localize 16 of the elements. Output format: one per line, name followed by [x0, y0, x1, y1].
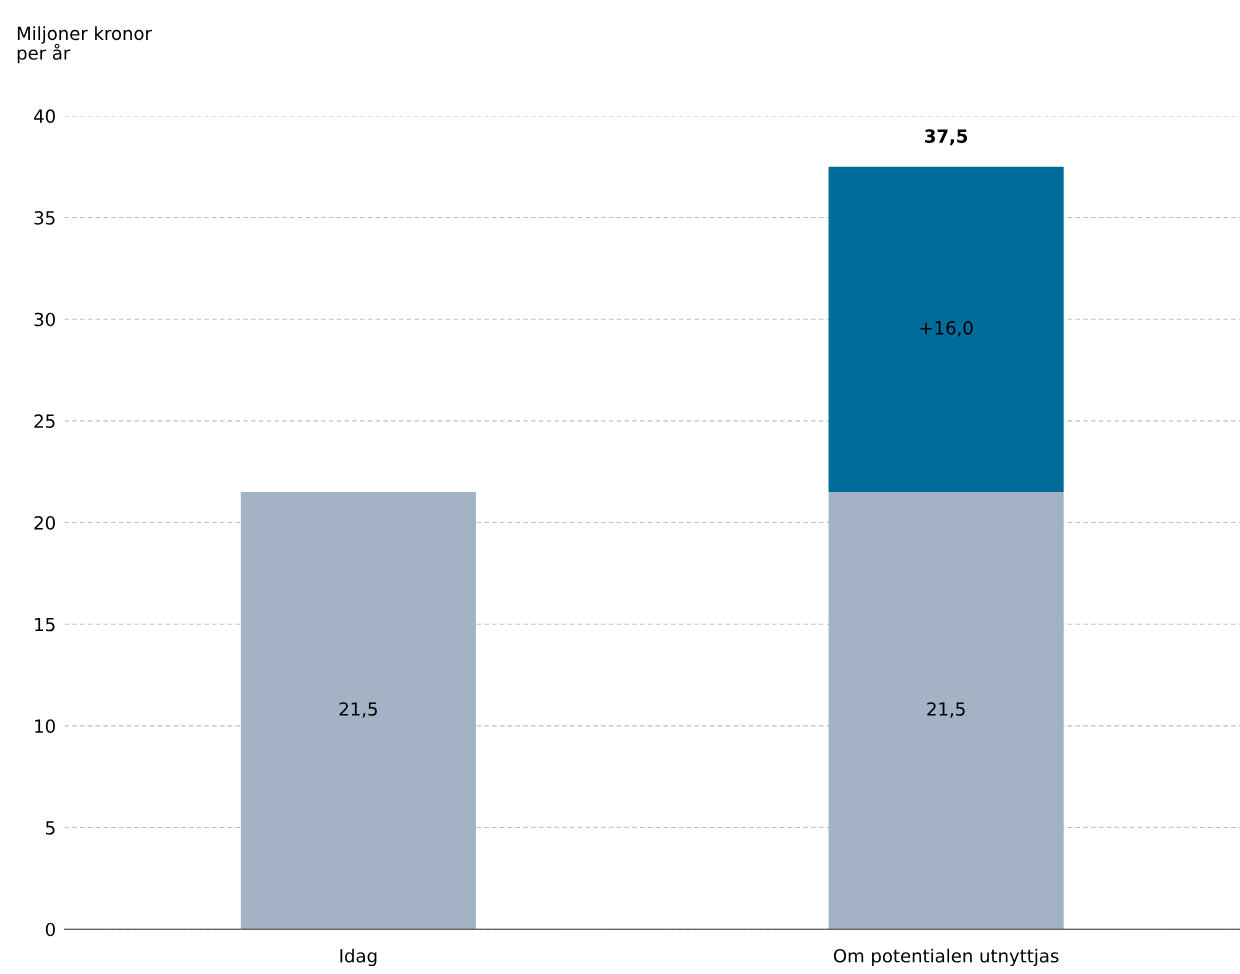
total-label: 37,5 [925, 129, 968, 146]
y-tick-label: 35 [34, 211, 55, 225]
y-tick-label: 30 [34, 312, 55, 327]
y-tick-label: 20 [34, 516, 55, 530]
y-tick-label: 15 [35, 617, 55, 632]
y-axis-title: Miljoner kronor per år [17, 26, 152, 64]
data-label: +16,0 [920, 320, 973, 337]
y-tick-label: 5 [46, 821, 55, 835]
y-tick-label: 25 [34, 414, 55, 429]
data-label: 21,5 [339, 702, 377, 718]
y-tick-label: 0 [45, 922, 55, 937]
x-tick-label: Om potentialen utnyttjas [833, 948, 1059, 967]
data-label: 21,5 [927, 702, 965, 718]
x-tick-label: Idag [340, 948, 377, 967]
y-tick-label: 10 [35, 719, 55, 733]
y-tick-label: 40 [34, 109, 55, 124]
